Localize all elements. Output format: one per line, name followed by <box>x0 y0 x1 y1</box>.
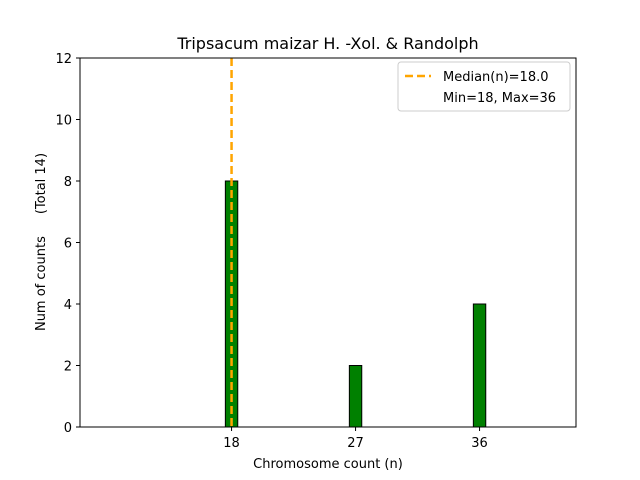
y-tick-label-6: 6 <box>64 237 72 252</box>
x-tick-label-36: 36 <box>471 436 488 451</box>
y-axis-ticks: 0 2 4 6 8 10 12 <box>55 52 80 436</box>
chart-title: Tripsacum maizar H. -Xol. & Randolph <box>176 34 478 53</box>
y-axis-label: Num of counts (Total 14) <box>34 153 49 331</box>
x-axis-label: Chromosome count (n) <box>253 457 403 472</box>
y-axis-label-group: Num of counts (Total 14) <box>34 153 49 331</box>
x-tick-label-27: 27 <box>347 436 364 451</box>
legend-box <box>397 61 571 112</box>
legend-minmax-label: Min=18, Max=36 <box>443 91 556 106</box>
y-tick-label-0: 0 <box>64 421 72 436</box>
y-tick-label-4: 4 <box>64 298 72 313</box>
legend-median-label: Median(n)=18.0 <box>443 70 549 85</box>
y-tick-label-2: 2 <box>64 360 72 375</box>
x-tick-label-18: 18 <box>223 436 240 451</box>
x-axis-ticks: 18 27 36 <box>223 427 488 451</box>
legend: Median(n)=18.0 Min=18, Max=36 <box>397 61 571 112</box>
y-tick-label-10: 10 <box>55 114 72 129</box>
plot-area <box>79 57 577 428</box>
y-tick-label-12: 12 <box>55 52 72 67</box>
bars-layer <box>224 180 487 428</box>
bar-36 <box>472 303 487 428</box>
y-axis-label-total: (Total 14) <box>34 153 49 214</box>
bar-27 <box>348 365 363 428</box>
y-axis-label-main: Num of counts <box>34 236 49 331</box>
plot-frame <box>79 57 577 428</box>
y-tick-label-8: 8 <box>64 175 72 190</box>
